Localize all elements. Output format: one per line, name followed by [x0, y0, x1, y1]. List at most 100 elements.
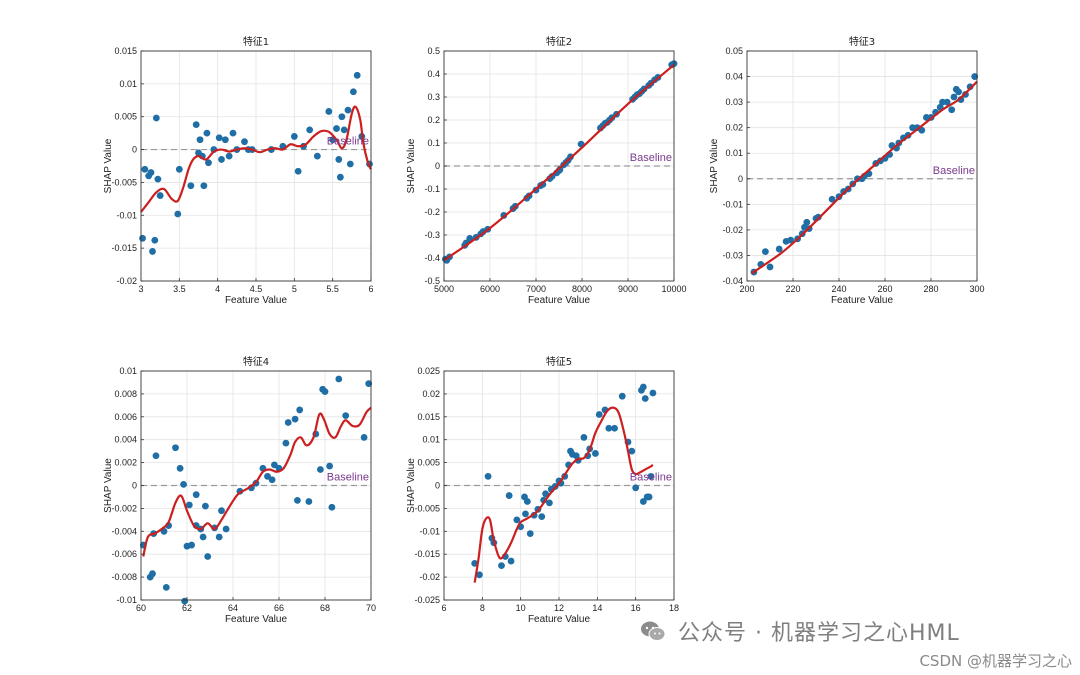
data-point — [611, 424, 618, 432]
x-tick-label: 6 — [368, 284, 373, 294]
y-tick-label: -0.004 — [111, 526, 137, 536]
trend-curve — [443, 63, 675, 262]
data-point — [172, 444, 179, 452]
data-point — [241, 138, 248, 146]
data-point — [200, 182, 208, 190]
data-point — [202, 502, 209, 510]
data-point — [149, 570, 156, 578]
x-axis-label: Feature Value — [528, 614, 591, 625]
data-point — [335, 156, 343, 163]
chart-panel-5: Baseline 6 8 10 12 14 16 18 -0.025 -0.02 -0.015 -0.… — [406, 356, 679, 625]
data-point — [176, 464, 184, 472]
y-tick-label: 0.005 — [417, 458, 440, 468]
y-tick-label: -0.015 — [414, 549, 440, 559]
y-tick-label: 0.1 — [427, 138, 440, 148]
y-tick-label: -0.015 — [111, 243, 137, 253]
x-tick-label: 14 — [592, 603, 602, 613]
data-point — [360, 434, 368, 441]
y-tick-label: 0.015 — [114, 46, 137, 56]
x-tick-label: 62 — [182, 603, 192, 613]
y-tick-label: 0.015 — [417, 412, 440, 422]
x-tick-label: 70 — [366, 603, 376, 613]
data-point — [218, 156, 225, 163]
data-point — [268, 476, 276, 484]
y-tick-label: -0.03 — [722, 250, 743, 260]
x-tick-label: 280 — [923, 284, 938, 294]
x-tick-label: 3 — [138, 284, 143, 294]
panel-title: 特征1 — [243, 36, 269, 48]
data-point — [328, 503, 336, 511]
y-axis-label: SHAP Value — [709, 138, 720, 193]
credit-text: CSDN @机器学习之心 — [919, 652, 1072, 670]
data-point — [152, 452, 160, 460]
data-point — [152, 114, 160, 122]
x-tick-label: 5 — [292, 284, 297, 294]
y-tick-label: 0.008 — [114, 389, 137, 399]
data-point — [639, 498, 647, 505]
panel-title: 特征5 — [546, 356, 572, 368]
data-point — [296, 406, 304, 414]
y-tick-label: 0 — [132, 481, 137, 491]
data-point — [505, 492, 513, 499]
data-point — [141, 165, 149, 173]
panel-title: 特征2 — [546, 36, 572, 48]
x-tick-label: 8 — [480, 603, 485, 613]
y-tick-label: 0.01 — [725, 148, 743, 158]
baseline-label: Baseline — [630, 152, 672, 164]
y-tick-label: 0.006 — [114, 412, 137, 422]
trend-curve — [142, 406, 372, 557]
data-point — [787, 236, 795, 244]
y-tick-label: -0.005 — [414, 503, 440, 513]
watermark: 公众号 · 机器学习之心HML — [640, 616, 1060, 646]
data-point — [185, 501, 193, 509]
data-point — [595, 411, 603, 418]
data-point — [971, 73, 979, 80]
data-point — [507, 557, 515, 565]
x-tick-label: 4 — [215, 284, 220, 294]
data-point — [147, 169, 155, 176]
x-tick-label: 60 — [136, 603, 146, 613]
data-point — [349, 88, 357, 96]
data-point — [282, 439, 290, 447]
panel-title: 特征3 — [849, 36, 875, 48]
x-tick-label: 260 — [877, 284, 892, 294]
data-point — [192, 491, 200, 499]
data-point — [196, 136, 204, 144]
data-point — [180, 480, 187, 488]
data-point — [294, 496, 301, 504]
baseline-label: Baseline — [327, 136, 369, 148]
x-tick-label: 64 — [228, 603, 238, 613]
data-point — [306, 126, 314, 134]
data-point — [647, 472, 655, 480]
y-tick-label: 0.2 — [427, 115, 440, 125]
data-point — [766, 263, 774, 271]
y-tick-label: -0.02 — [722, 225, 743, 235]
data-point — [471, 559, 479, 567]
y-tick-label: 0.01 — [119, 366, 137, 376]
data-point — [325, 108, 333, 115]
data-point — [156, 192, 164, 199]
data-point — [215, 533, 223, 541]
y-tick-label: -0.01 — [116, 595, 137, 605]
y-tick-label: -0.025 — [414, 595, 440, 605]
x-axis-label: Feature Value — [225, 614, 288, 625]
trend-curve — [750, 80, 978, 275]
data-point — [188, 541, 196, 549]
data-point — [828, 195, 836, 203]
data-point — [762, 248, 769, 256]
data-point — [192, 121, 200, 128]
data-point — [291, 415, 299, 423]
data-point — [542, 490, 549, 498]
data-point — [338, 113, 346, 121]
x-tick-label: 12 — [554, 603, 564, 613]
data-point — [948, 106, 956, 114]
data-point — [592, 450, 599, 457]
chart-panel-3: Baseline 200 220 240 260 280 300 -0.04 -0.03 -0.0… — [709, 36, 985, 306]
data-point — [181, 597, 189, 605]
x-tick-label: 6000 — [480, 284, 500, 294]
data-point — [294, 167, 302, 175]
y-tick-label: 0.02 — [725, 123, 743, 133]
y-axis-label: SHAP Value — [103, 138, 114, 193]
data-point — [523, 498, 531, 505]
